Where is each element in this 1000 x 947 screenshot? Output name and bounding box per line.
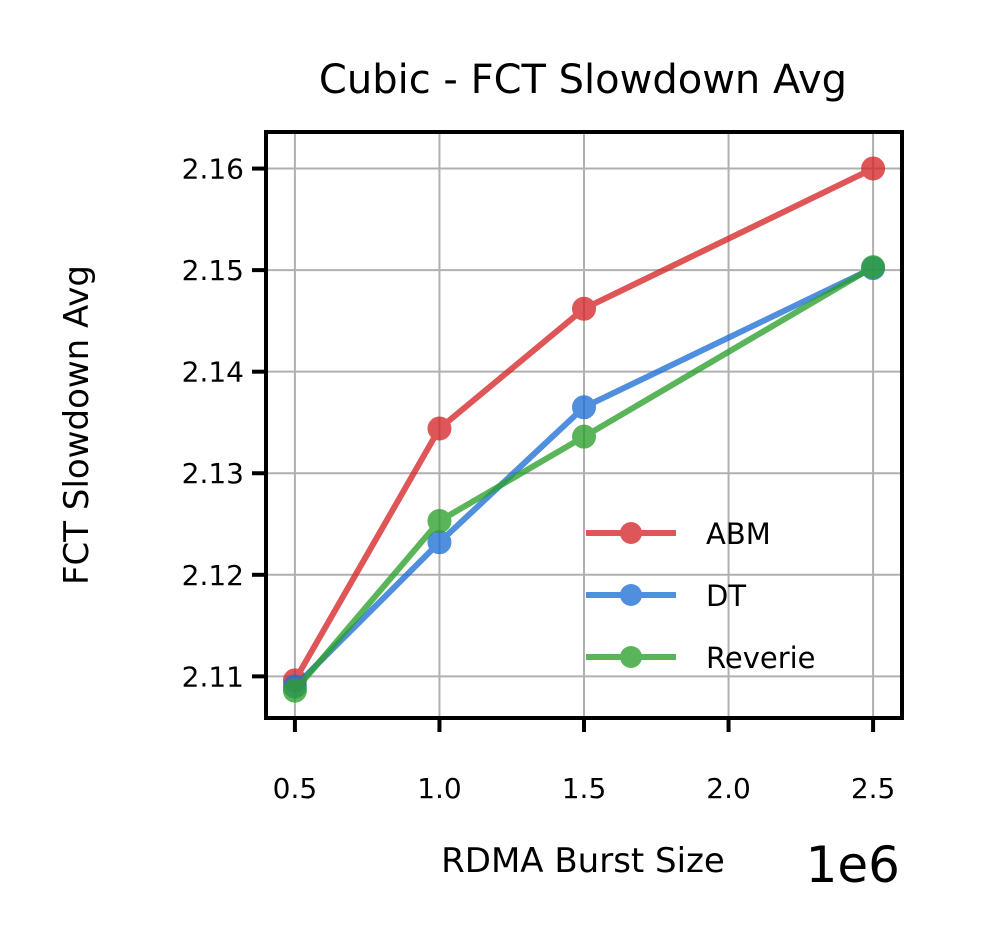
x-axis: 0.5 1.0 1.5 2.0 2.5 bbox=[273, 718, 896, 805]
x-axis-label: RDMA Burst Size bbox=[441, 841, 725, 881]
legend-swatch-dt bbox=[586, 584, 676, 606]
y-tick-label: 2.15 bbox=[182, 254, 244, 287]
legend-entry-dt: DT bbox=[586, 579, 746, 613]
y-axis-label: FCT Slowdown Avg bbox=[57, 265, 97, 585]
y-tick-label: 2.16 bbox=[182, 153, 244, 186]
series-reverie bbox=[282, 255, 886, 703]
legend-entry-reverie: Reverie bbox=[586, 641, 816, 675]
legend-label-abm: ABM bbox=[706, 517, 771, 551]
y-tick-label: 2.13 bbox=[182, 457, 244, 490]
y-axis: 2.11 2.12 2.13 2.14 2.15 2.16 bbox=[182, 153, 266, 693]
chart-title: Cubic - FCT Slowdown Avg bbox=[319, 57, 847, 103]
y-tick-label: 2.14 bbox=[182, 356, 244, 389]
x-tick-label: 1.0 bbox=[417, 772, 462, 805]
legend-label-reverie: Reverie bbox=[706, 641, 816, 675]
legend: ABM DT Reverie bbox=[586, 517, 816, 675]
legend-swatch-abm bbox=[586, 522, 676, 544]
x-tick-label: 0.5 bbox=[273, 772, 318, 805]
legend-swatch-reverie bbox=[586, 646, 676, 668]
grid bbox=[266, 132, 902, 718]
y-tick-label: 2.12 bbox=[182, 559, 244, 592]
data-point-reverie bbox=[861, 255, 886, 280]
legend-entry-abm: ABM bbox=[586, 517, 771, 551]
x-tick-label: 1.5 bbox=[562, 772, 607, 805]
y-tick-label: 2.11 bbox=[182, 660, 244, 693]
x-tick-label: 2.5 bbox=[851, 772, 896, 805]
data-point-reverie bbox=[572, 424, 596, 449]
x-tick-label: 2.0 bbox=[706, 772, 751, 805]
series-layer bbox=[282, 156, 886, 703]
series-line-dt bbox=[292, 265, 875, 689]
data-point-abm bbox=[861, 156, 886, 181]
data-point-abm bbox=[572, 296, 596, 321]
series-line-reverie bbox=[292, 264, 875, 693]
data-point-reverie bbox=[427, 508, 452, 533]
legend-label-dt: DT bbox=[706, 579, 746, 613]
data-point-abm bbox=[427, 416, 452, 441]
series-line-abm bbox=[292, 165, 875, 682]
data-point-dt bbox=[572, 395, 596, 420]
data-point-reverie bbox=[282, 678, 307, 703]
x-axis-offset-label: 1e6 bbox=[806, 836, 900, 894]
